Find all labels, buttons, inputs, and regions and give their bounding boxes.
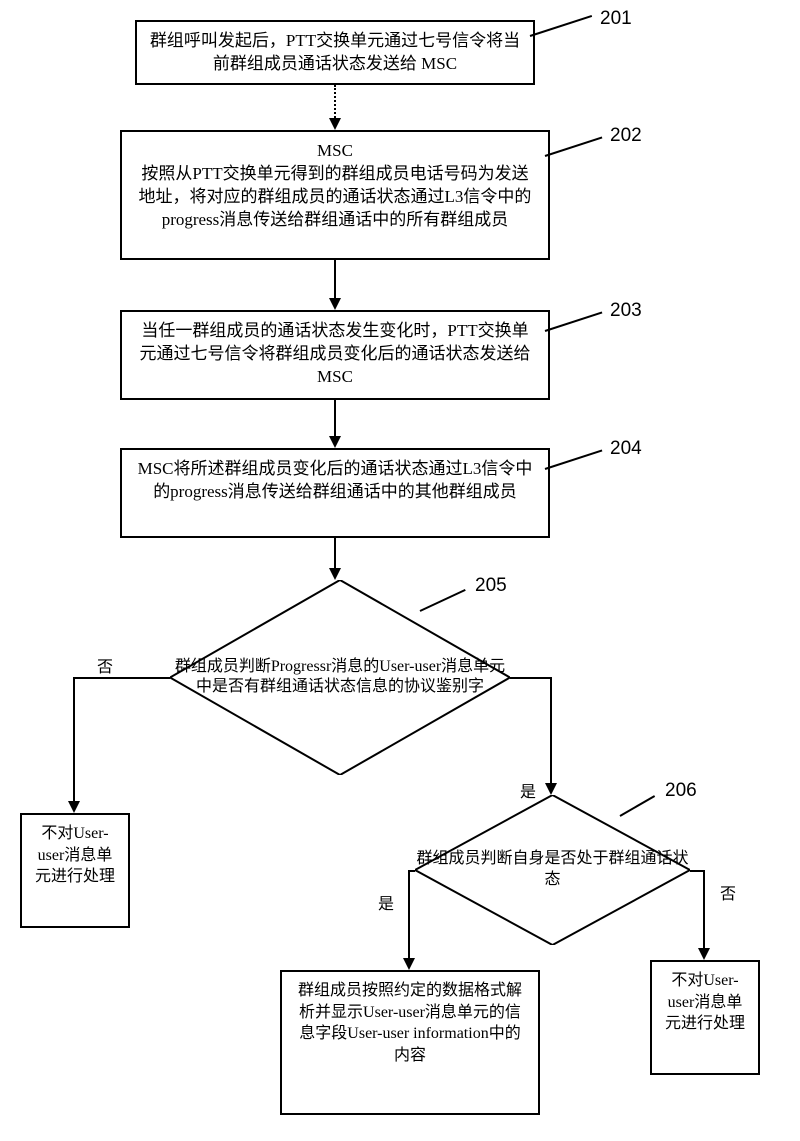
process-box-203: 当任一群组成员的通话状态发生变化时，PTT交换单元通过七号信令将群组成员变化后的… [120, 310, 550, 400]
arrow [73, 677, 75, 801]
box-text: 当任一群组成员的通话状态发生变化时，PTT交换单元通过七号信令将群组成员变化后的… [140, 321, 531, 386]
diamond-text: 群组成员判断自身是否处于群组通话状态 [415, 849, 690, 891]
process-box-201: 群组呼叫发起后，PTT交换单元通过七号信令将当前群组成员通话状态发送给 MSC [135, 20, 535, 85]
box-text: 群组成员按照约定的数据格式解析并显示User-user消息单元的信息字段User… [298, 982, 522, 1064]
diamond-text: 群组成员判断Progressr消息的User-user消息单元中是否有群组通话状… [170, 657, 510, 699]
arrow-head [329, 298, 341, 310]
arrow [334, 260, 336, 298]
arrow [703, 870, 705, 948]
edge-label-no: 否 [720, 880, 736, 904]
arrow [510, 677, 552, 679]
process-box-204: MSC将所述群组成员变化后的通话状态通过L3信令中的progress消息传送给群… [120, 448, 550, 538]
label-204: 204 [610, 438, 642, 460]
arrow [408, 870, 410, 958]
label-leader [530, 15, 592, 37]
arrow-head [698, 948, 710, 960]
label-206: 206 [665, 780, 697, 802]
label-203: 203 [610, 300, 642, 322]
label-leader [545, 137, 603, 157]
arrow-head [545, 783, 557, 795]
arrow [334, 400, 336, 436]
edge-label-yes: 是 [378, 890, 394, 914]
process-box-parse: 群组成员按照约定的数据格式解析并显示User-user消息单元的信息字段User… [280, 970, 540, 1115]
arrow-head [329, 118, 341, 130]
label-205: 205 [475, 575, 507, 597]
label-201: 201 [600, 8, 632, 30]
arrow-head [68, 801, 80, 813]
box-text: 不对User-user消息单元进行处理 [35, 825, 115, 885]
process-box-202: MSC 按照从PTT交换单元得到的群组成员电话号码为发送地址，将对应的群组成员的… [120, 130, 550, 260]
edge-label-no: 否 [97, 653, 113, 677]
label-leader [545, 450, 603, 470]
label-leader [545, 312, 603, 332]
box-text: MSC 按照从PTT交换单元得到的群组成员电话号码为发送地址，将对应的群组成员的… [139, 141, 532, 229]
box-text: 不对User-user消息单元进行处理 [665, 972, 745, 1032]
arrow-head [403, 958, 415, 970]
arrow [73, 677, 170, 679]
arrow [550, 677, 552, 783]
arrow [334, 538, 336, 570]
flowchart-container: 群组呼叫发起后，PTT交换单元通过七号信令将当前群组成员通话状态发送给 MSC … [20, 20, 780, 1120]
arrow-head [329, 436, 341, 448]
decision-206: 群组成员判断自身是否处于群组通话状态 [415, 795, 690, 945]
decision-205: 群组成员判断Progressr消息的User-user消息单元中是否有群组通话状… [170, 580, 510, 775]
arrow [334, 85, 338, 118]
box-text: MSC将所述群组成员变化后的通话状态通过L3信令中的progress消息传送给群… [138, 459, 533, 501]
arrow-head [329, 568, 341, 580]
process-box-no1: 不对User-user消息单元进行处理 [20, 813, 130, 928]
process-box-no2: 不对User-user消息单元进行处理 [650, 960, 760, 1075]
box-text: 群组呼叫发起后，PTT交换单元通过七号信令将当前群组成员通话状态发送给 MSC [150, 31, 520, 73]
label-202: 202 [610, 125, 642, 147]
